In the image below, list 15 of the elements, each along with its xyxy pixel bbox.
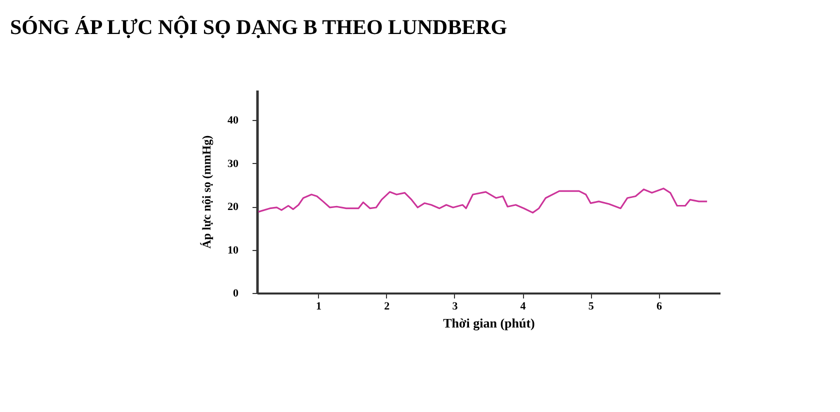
chart-title: SÓNG ÁP LỰC NỘI SỌ DẠNG B THEO LUNDBERG	[10, 15, 508, 39]
y-tick-label: 10	[228, 244, 239, 256]
x-tick-label: 2	[384, 300, 390, 312]
line-series	[258, 188, 708, 214]
y-tick-label: 0	[233, 288, 239, 300]
y-axis-title: Áp lực nội sọ (mmHg)	[200, 135, 214, 249]
x-tick-label: 5	[588, 300, 594, 312]
y-tick-label: 30	[228, 158, 239, 170]
x-tick-label: 4	[520, 300, 526, 312]
y-tick-label: 20	[228, 201, 239, 214]
x-axis-title: Thời gian (phút)	[443, 316, 535, 330]
x-tick-label: 6	[656, 300, 662, 312]
x-tick-label: 1	[316, 300, 322, 312]
x-tick-label: 3	[452, 300, 458, 312]
y-tick-label: 40	[228, 114, 239, 127]
